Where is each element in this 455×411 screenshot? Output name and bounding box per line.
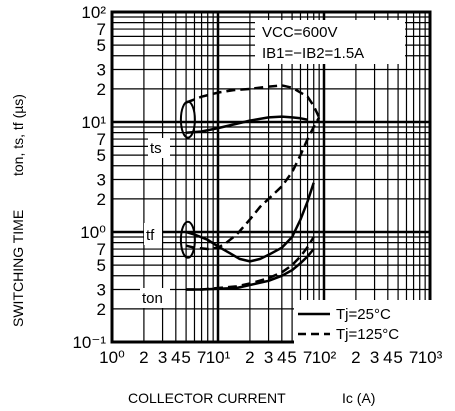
x-tick-label: 2	[139, 348, 148, 367]
y-tick-label: 7	[97, 240, 106, 259]
x-tick-label: 3	[264, 348, 273, 367]
label-ton-bg	[140, 288, 170, 308]
x-tick-label: 3	[158, 348, 167, 367]
x-tick-label: 10²	[312, 348, 337, 367]
y-tick-label: 10¹	[81, 113, 106, 132]
y-tick-label: 5	[97, 146, 106, 165]
y-tick-label: 2	[97, 80, 106, 99]
conditions-box	[255, 20, 405, 64]
curve-group-marker-tf	[179, 220, 196, 259]
y-axis-unit: ton, ts, tf (µs)	[10, 94, 26, 176]
legend-box	[294, 300, 436, 346]
y-tick-label: 5	[97, 36, 106, 55]
condition-ib: IB1=−IB2=1.5A	[262, 45, 364, 62]
legend-label-25c: Tj=25°C	[336, 306, 391, 323]
x-tick-label: 5	[393, 348, 402, 367]
y-tick-label: 10⁻¹	[72, 333, 106, 352]
x-tick-label: 5	[287, 348, 296, 367]
y-axis-title: SWITCHING TIME	[10, 210, 26, 327]
x-tick-label: 10³	[418, 348, 443, 367]
x-tick-label: 2	[351, 348, 360, 367]
series-tf-125c	[185, 116, 321, 251]
x-tick-label: 4	[171, 348, 180, 367]
label-ts-bg	[148, 138, 170, 158]
x-axis-title: COLLECTOR CURRENT	[128, 390, 286, 406]
x-tick-labels: 10⁰ 2 3 4 5 7 10¹ 2 3 4 5 7 10² 2 3 4 5 7 10³	[99, 348, 442, 367]
x-tick-label: 7	[197, 348, 206, 367]
x-tick-label: 5	[181, 348, 190, 367]
y-tick-label: 3	[97, 171, 106, 190]
plot-grid	[110, 12, 430, 344]
curves	[179, 84, 321, 291]
y-tick-label: 7	[97, 20, 106, 39]
condition-vcc: VCC=600V	[262, 24, 337, 41]
curve-label-ton: ton	[142, 290, 163, 307]
y-tick-label: 3	[97, 281, 106, 300]
x-tick-label: 3	[370, 348, 379, 367]
x-axis-unit: Ic (A)	[342, 390, 375, 406]
y-tick-label: 5	[97, 256, 106, 275]
y-tick-label: 2	[97, 190, 106, 209]
y-tick-label: 10²	[81, 3, 106, 22]
plot-frame	[110, 10, 432, 344]
x-tick-label: 10¹	[206, 348, 231, 367]
curve-label-ts: ts	[150, 140, 162, 157]
y-tick-label: 7	[97, 130, 106, 149]
series-tf-25c	[185, 182, 315, 263]
y-tick-label: 3	[97, 61, 106, 80]
x-tick-label: 4	[277, 348, 286, 367]
x-tick-label: 4	[383, 348, 392, 367]
x-tick-label: 7	[409, 348, 418, 367]
series-ton-25c	[186, 248, 315, 291]
y-tick-label: 10⁰	[80, 223, 106, 242]
curve-label-tf: tf	[146, 227, 155, 244]
x-tick-label: 7	[303, 348, 312, 367]
x-tick-label: 10⁰	[99, 348, 125, 367]
curve-group-marker-ts	[179, 100, 196, 139]
series-ts-25c	[186, 115, 308, 134]
series-ton-125c	[186, 236, 315, 291]
y-tick-label: 2	[97, 300, 106, 319]
label-tf-bg	[144, 223, 162, 245]
series-ts-125c	[185, 84, 321, 118]
x-tick-label: 2	[245, 348, 254, 367]
legend-label-125c: Tj=125°C	[336, 326, 399, 343]
